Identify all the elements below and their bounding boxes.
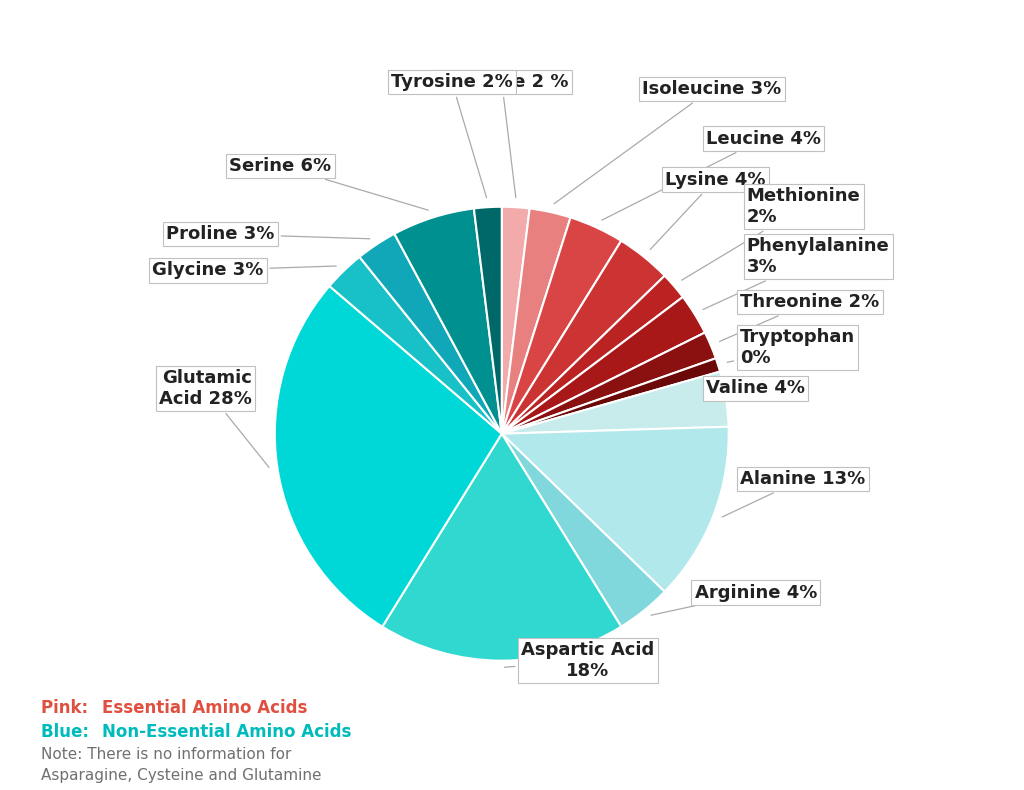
Text: Tryptophan
0%: Tryptophan 0% xyxy=(727,328,855,367)
Wedge shape xyxy=(502,297,705,434)
Text: Arginine 4%: Arginine 4% xyxy=(651,584,817,615)
Wedge shape xyxy=(502,241,665,434)
Text: Note: There is no information for: Note: There is no information for xyxy=(41,747,292,762)
Wedge shape xyxy=(359,234,502,434)
Wedge shape xyxy=(474,207,502,434)
Wedge shape xyxy=(502,359,720,434)
Text: Asparagine, Cysteine and Glutamine: Asparagine, Cysteine and Glutamine xyxy=(41,768,322,783)
Text: Essential Amino Acids: Essential Amino Acids xyxy=(102,699,308,717)
Text: Serine 6%: Serine 6% xyxy=(229,157,428,210)
Wedge shape xyxy=(502,333,716,434)
Text: Tyrosine 2%: Tyrosine 2% xyxy=(391,73,513,198)
Text: Non-Essential Amino Acids: Non-Essential Amino Acids xyxy=(102,723,352,741)
Text: Proline 3%: Proline 3% xyxy=(167,225,370,243)
Text: Histidine 2 %: Histidine 2 % xyxy=(435,73,568,198)
Text: Valine 4%: Valine 4% xyxy=(706,379,805,397)
Text: Blue:: Blue: xyxy=(41,723,94,741)
Wedge shape xyxy=(502,434,665,626)
Text: Aspartic Acid
18%: Aspartic Acid 18% xyxy=(505,641,654,680)
Text: Glycine 3%: Glycine 3% xyxy=(153,261,336,280)
Wedge shape xyxy=(330,257,502,434)
Wedge shape xyxy=(274,286,502,626)
Wedge shape xyxy=(502,427,729,592)
Text: Phenylalanine
3%: Phenylalanine 3% xyxy=(703,237,890,310)
Wedge shape xyxy=(502,207,529,434)
Wedge shape xyxy=(394,209,502,434)
Text: Leucine 4%: Leucine 4% xyxy=(602,130,821,220)
Text: Threonine 2%: Threonine 2% xyxy=(720,293,880,341)
Text: Lysine 4%: Lysine 4% xyxy=(650,171,766,250)
Text: Methionine
2%: Methionine 2% xyxy=(682,187,860,280)
Wedge shape xyxy=(502,371,729,434)
Text: Isoleucine 3%: Isoleucine 3% xyxy=(554,80,781,204)
Wedge shape xyxy=(502,276,683,434)
Text: Alanine 13%: Alanine 13% xyxy=(722,470,865,517)
Wedge shape xyxy=(502,209,570,434)
Wedge shape xyxy=(382,434,622,660)
Text: Pink:: Pink: xyxy=(41,699,94,717)
Wedge shape xyxy=(502,217,622,434)
Text: Glutamic
Acid 28%: Glutamic Acid 28% xyxy=(160,369,269,468)
